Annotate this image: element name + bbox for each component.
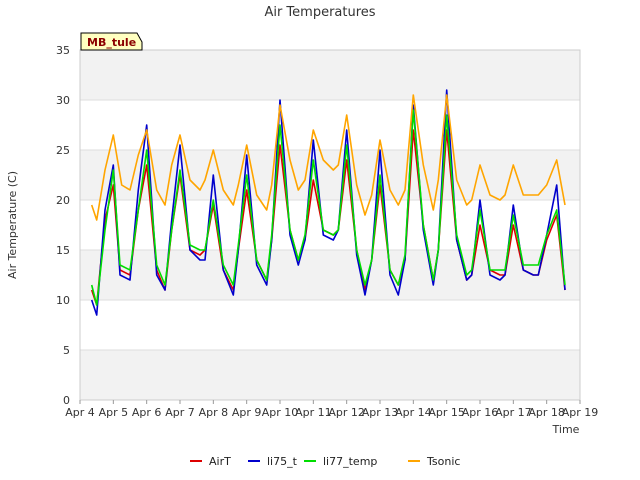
x-tick-label: Apr 7: [165, 406, 195, 419]
x-tick-label: Apr 18: [528, 406, 565, 419]
plot-band: [80, 50, 580, 100]
y-tick-label: 30: [56, 94, 70, 107]
x-tick-label: Apr 13: [362, 406, 399, 419]
site-badge: MB_tule: [80, 32, 143, 51]
site-badge-box: [80, 32, 143, 51]
plot-frame: [79, 49, 581, 401]
y-axis-title: Air Temperature (C): [6, 171, 19, 279]
plot-band: [80, 350, 580, 400]
y-tick-label: 35: [56, 44, 70, 57]
series-line-li77-temp: [90, 109, 566, 306]
x-tick-label: Apr 17: [495, 406, 532, 419]
y-tick-label: 0: [63, 394, 70, 407]
chart-title: Air Temperatures: [264, 5, 375, 20]
x-tick-label: Apr 16: [462, 406, 499, 419]
series-lines: [90, 89, 566, 316]
x-tick-label: Apr 14: [395, 406, 432, 419]
x-tick-label: Apr 4: [65, 406, 95, 419]
plot-band: [80, 150, 580, 200]
y-tick-label: 5: [63, 344, 70, 357]
x-tick-label: Apr 15: [428, 406, 465, 419]
x-tick-label: Apr 19: [562, 406, 599, 419]
plot-area: [79, 49, 581, 401]
x-tick-label: Apr 6: [132, 406, 162, 419]
plot-band: [80, 100, 580, 150]
plot-band: [80, 200, 580, 250]
y-tick-label: 25: [56, 144, 70, 157]
x-tick-label: Apr 12: [328, 406, 365, 419]
x-tick-label: Apr 9: [232, 406, 262, 419]
series-line-tsonic: [90, 94, 566, 221]
x-tick-label: Apr 5: [99, 406, 129, 419]
x-axis: Apr 4 Apr 5 Apr 6 Apr 7 Apr 8 Apr 9 Apr 10Apr …: [65, 400, 598, 419]
plot-band: [80, 300, 580, 350]
x-axis-title: Time: [552, 423, 580, 436]
legend: AirT li75_t li77_temp Tsonic: [190, 455, 460, 468]
y-tick-label: 20: [56, 194, 70, 207]
x-tick-label: Apr 10: [262, 406, 299, 419]
legend-label: AirT: [209, 455, 231, 468]
legend-label: Tsonic: [426, 455, 460, 468]
x-tick-label: Apr 8: [199, 406, 229, 419]
y-tick-label: 15: [56, 244, 70, 257]
y-axis: 0 5 10 15 20 25 30 35: [56, 44, 70, 407]
site-badge-label: MB_tule: [87, 36, 136, 49]
y-tick-label: 10: [56, 294, 70, 307]
x-tick-label: Apr 11: [295, 406, 332, 419]
plot-band: [80, 250, 580, 300]
legend-label: li77_temp: [323, 455, 377, 468]
legend-label: li75_t: [267, 455, 298, 468]
